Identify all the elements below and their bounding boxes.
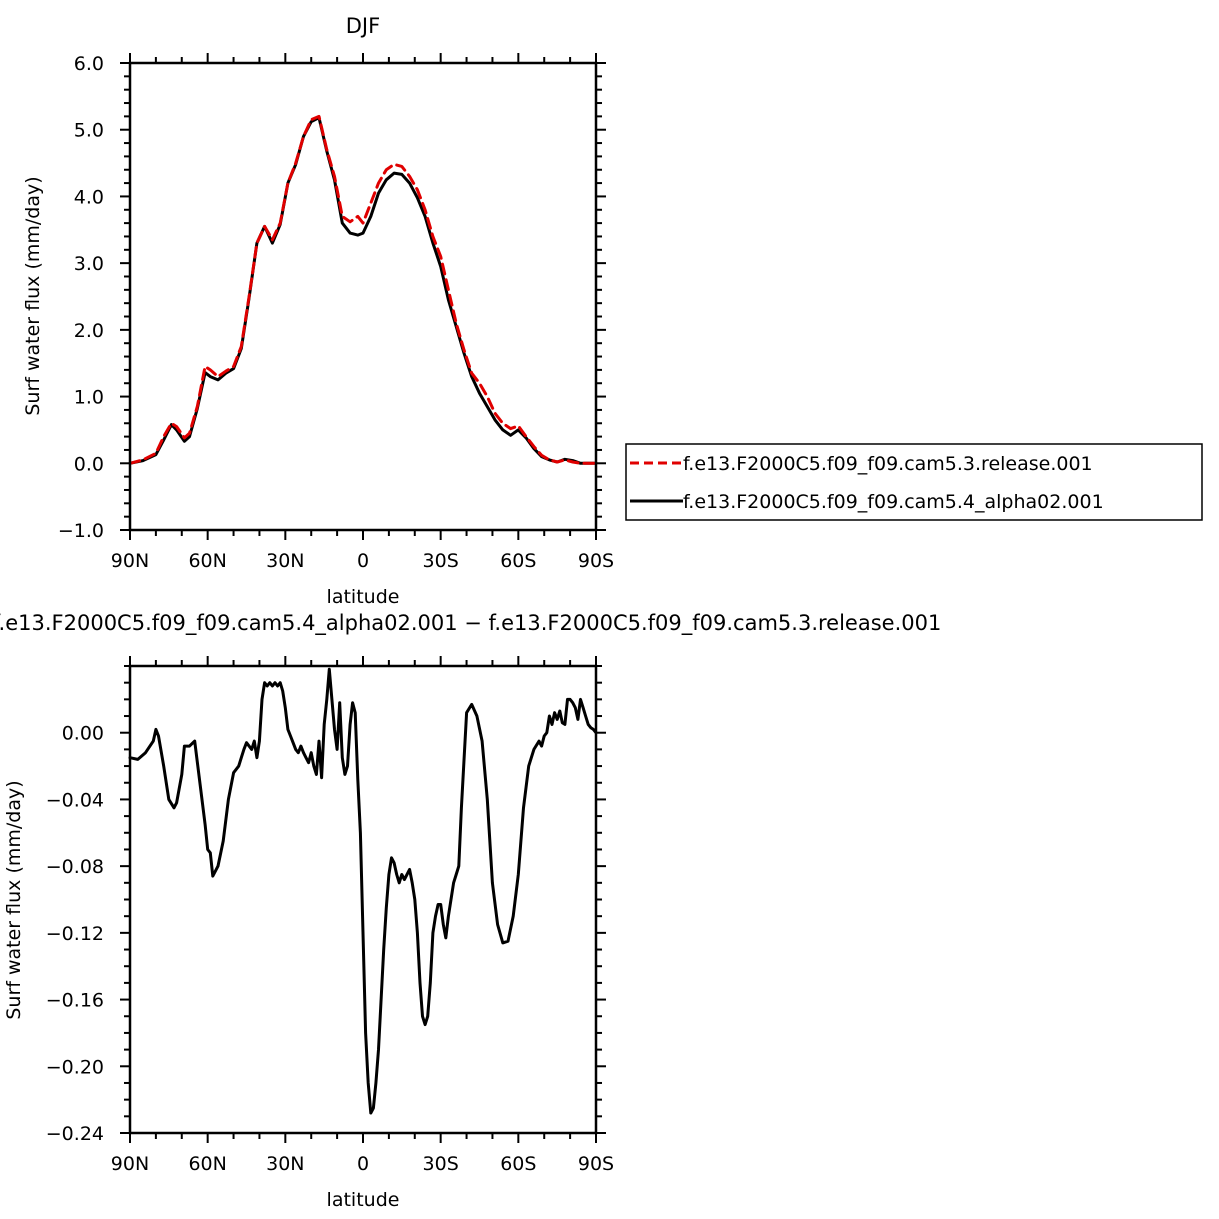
x-tick-label: 60N (188, 1153, 226, 1175)
x-tick-label: 30N (266, 550, 304, 572)
y-tick-label: 0.0 (74, 453, 104, 475)
panel-bottom-y-tick-labels: −0.24 −0.20 −0.16 −0.12 −0.08 −0.04 0.00 (46, 723, 104, 1145)
legend: f.e13.F2000C5.f09_f09.cam5.3.release.001… (625, 443, 1203, 521)
x-tick-label: 90S (578, 550, 614, 572)
panel-bottom-title: f.e13.F2000C5.f09_f09.cam5.4_alpha02.001… (0, 611, 941, 636)
panel-top-title: DJF (346, 14, 380, 38)
y-tick-label: 2.0 (74, 320, 104, 342)
panel-top: DJF 90N 60N 30N 0 30S 60S 90S −1.0 0.0 1.0 2.0 3.0… (22, 14, 1203, 608)
panel-top-ticks (120, 53, 606, 540)
x-tick-label: 60S (500, 1153, 536, 1175)
x-tick-label: 90N (111, 1153, 149, 1175)
y-tick-label: −0.20 (46, 1056, 104, 1078)
series-line-1 (128, 667, 598, 1115)
panel-bottom-y-axis-label: Surf water flux (mm/day) (3, 780, 25, 1019)
x-tick-label: 60S (500, 550, 536, 572)
y-tick-label: 0.00 (62, 723, 104, 745)
panel-bottom-x-tick-labels: 90N 60N 30N 0 30S 60S 90S (111, 1153, 614, 1175)
panel-bottom-plot-frame (128, 664, 598, 1135)
y-tick-label: −0.24 (46, 1123, 104, 1145)
y-tick-label: −0.12 (46, 923, 104, 945)
panel-top-x-tick-labels: 90N 60N 30N 0 30S 60S 90S (111, 550, 614, 572)
x-tick-label: 30N (266, 1153, 304, 1175)
panel-top-y-tick-labels: −1.0 0.0 1.0 2.0 3.0 4.0 5.0 6.0 (58, 53, 104, 542)
y-tick-label: −0.16 (46, 990, 104, 1012)
panel-top-x-axis-label: latitude (327, 586, 400, 608)
series-line-1 (128, 116, 598, 465)
series-line-2 (128, 114, 598, 465)
y-tick-label: −1.0 (58, 520, 104, 542)
y-tick-label: −0.04 (46, 789, 104, 811)
legend-entry-1: f.e13.F2000C5.f09_f09.cam5.3.release.001 (683, 453, 1093, 475)
x-tick-label: 90N (111, 550, 149, 572)
legend-entry-2: f.e13.F2000C5.f09_f09.cam5.4_alpha02.001 (683, 491, 1104, 513)
panel-bottom-x-axis-label: latitude (327, 1189, 400, 1211)
panel-top-series-group (128, 114, 598, 465)
x-tick-label: 30S (423, 550, 459, 572)
y-tick-label: 3.0 (74, 253, 104, 275)
y-tick-label: 5.0 (74, 120, 104, 142)
y-tick-label: −0.08 (46, 856, 104, 878)
x-tick-label: 30S (423, 1153, 459, 1175)
panel-bottom-series-group (128, 667, 598, 1115)
x-tick-label: 0 (357, 1153, 369, 1175)
x-tick-label: 0 (357, 550, 369, 572)
panel-top-y-axis-label: Surf water flux (mm/day) (22, 176, 44, 415)
y-tick-label: 1.0 (74, 387, 104, 409)
x-tick-label: 60N (188, 550, 226, 572)
y-tick-label: 4.0 (74, 186, 104, 208)
y-tick-label: 6.0 (74, 53, 104, 75)
legend-box (625, 443, 1203, 521)
panel-top-plot-frame (128, 61, 598, 532)
x-tick-label: 90S (578, 1153, 614, 1175)
panel-bottom: f.e13.F2000C5.f09_f09.cam5.4_alpha02.001… (0, 611, 941, 1211)
